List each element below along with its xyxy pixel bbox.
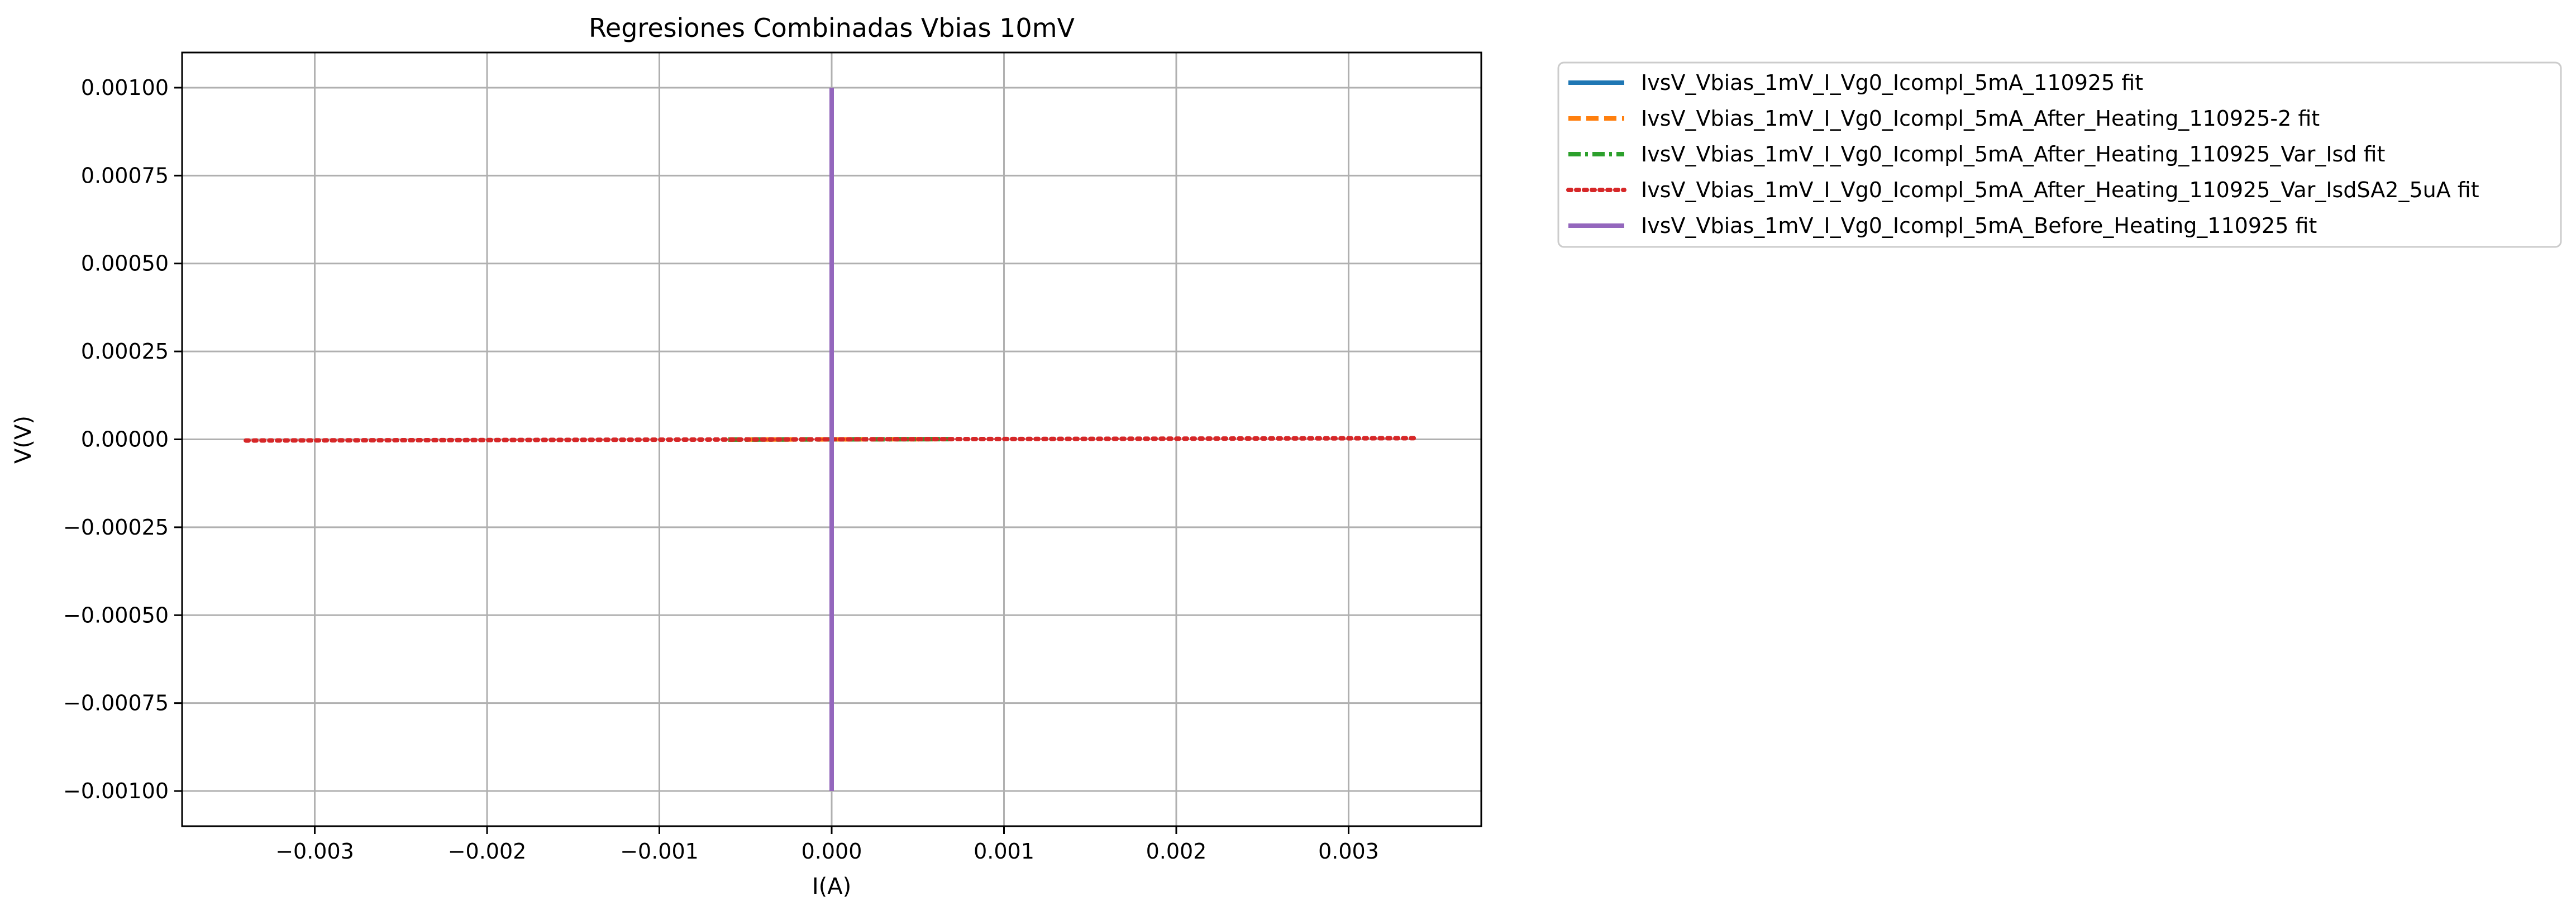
y-tick-label: 0.00050 <box>81 251 169 276</box>
x-tick-label: −0.001 <box>620 839 699 864</box>
legend-label-3: IvsV_Vbias_1mV_I_Vg0_Icompl_5mA_After_He… <box>1641 142 2385 166</box>
y-ticks: 0.00100 0.00075 0.00050 0.00025 0.00000 −0.00… <box>63 75 182 803</box>
y-tick-label: 0.00075 <box>81 163 169 188</box>
y-tick-label: −0.00075 <box>63 691 169 716</box>
x-tick-label: 0.003 <box>1318 839 1379 864</box>
x-tick-label: 0.002 <box>1146 839 1207 864</box>
x-tick-label: 0.001 <box>974 839 1034 864</box>
x-axis-label: I(A) <box>812 874 851 899</box>
legend-label-4: IvsV_Vbias_1mV_I_Vg0_Icompl_5mA_After_He… <box>1641 178 2479 202</box>
y-tick-label: 0.00100 <box>81 75 169 100</box>
y-tick-label: 0.00000 <box>81 427 169 452</box>
legend-frame <box>1557 61 2562 248</box>
legend: IvsV_Vbias_1mV_I_Vg0_Icompl_5mA_110925 f… <box>1557 61 2562 248</box>
y-tick-label: −0.00025 <box>63 515 169 540</box>
legend-label-1: IvsV_Vbias_1mV_I_Vg0_Icompl_5mA_110925 f… <box>1641 70 2143 95</box>
legend-label-2: IvsV_Vbias_1mV_I_Vg0_Icompl_5mA_After_He… <box>1641 106 2320 131</box>
x-tick-label: −0.002 <box>448 839 527 864</box>
y-axis-label: V(V) <box>11 416 36 464</box>
x-tick-label: −0.003 <box>275 839 354 864</box>
x-tick-label: 0.000 <box>802 839 862 864</box>
y-tick-label: −0.00100 <box>63 779 169 803</box>
y-tick-label: 0.00025 <box>81 339 169 364</box>
y-tick-label: −0.00050 <box>63 603 169 627</box>
plot-clip-area <box>244 88 1420 791</box>
x-ticks: −0.003 −0.002 −0.001 0.000 0.001 0.002 0.003 <box>275 826 1379 864</box>
chart-title: Regresiones Combinadas Vbias 10mV <box>589 13 1075 43</box>
legend-label-5: IvsV_Vbias_1mV_I_Vg0_Icompl_5mA_Before_H… <box>1641 213 2317 238</box>
